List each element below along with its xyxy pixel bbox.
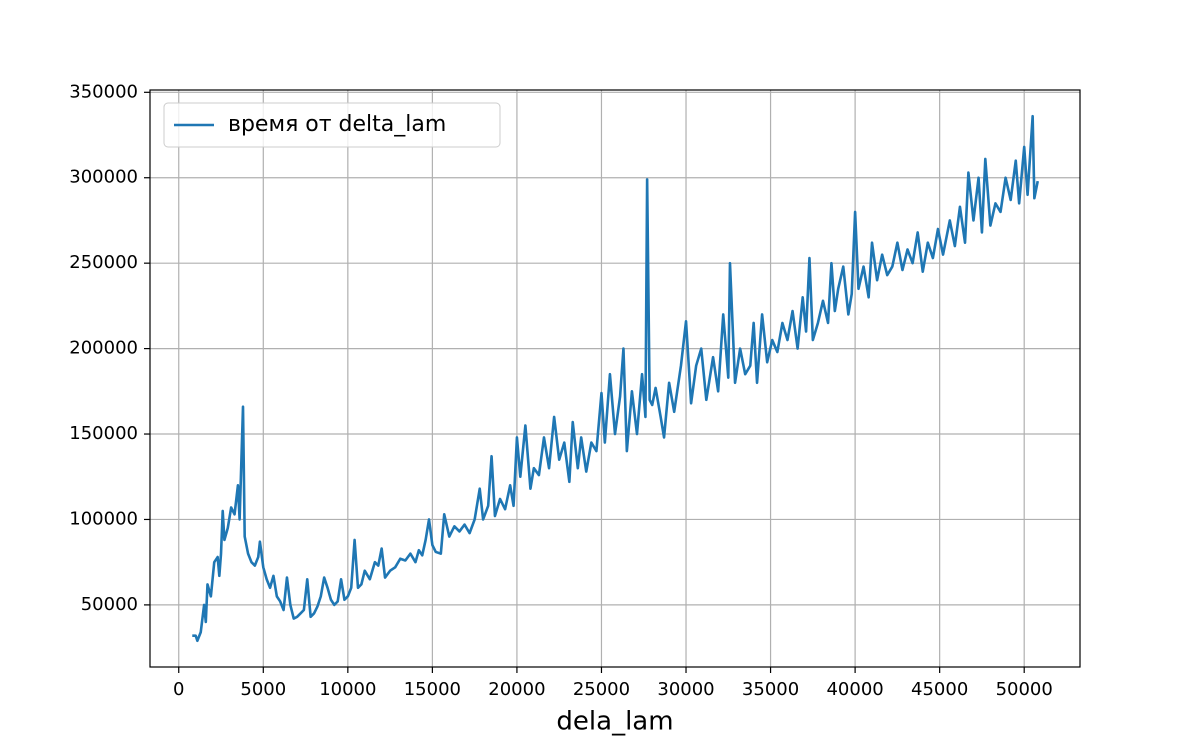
legend-label: время от delta_lam xyxy=(228,112,446,137)
y-tick-label: 100000 xyxy=(69,508,138,529)
x-tick-label: 35000 xyxy=(742,679,799,700)
legend-box xyxy=(163,102,501,148)
x-tick-label: 50000 xyxy=(996,679,1053,700)
data-line xyxy=(192,114,1040,643)
y-tick-label: 50000 xyxy=(81,594,138,615)
x-tick-label: 5000 xyxy=(240,679,286,700)
y-tick-label: 300000 xyxy=(69,167,138,188)
y-tick-label: 150000 xyxy=(69,423,138,444)
y-tick-label: 350000 xyxy=(69,81,138,102)
x-tick-label: 45000 xyxy=(911,679,968,700)
x-tick-label: 0 xyxy=(173,679,184,700)
legend: время от delta_lam xyxy=(163,102,501,148)
x-tick-label: 20000 xyxy=(488,679,545,700)
x-axis-label: dela_lam xyxy=(556,707,673,737)
y-tick-label: 250000 xyxy=(69,252,138,273)
y-tick-label: 200000 xyxy=(69,338,138,359)
x-tick-label: 15000 xyxy=(404,679,461,700)
x-tick-label: 25000 xyxy=(573,679,630,700)
x-tick-label: 40000 xyxy=(826,679,883,700)
plot-frame xyxy=(149,89,1081,668)
x-tick-label: 10000 xyxy=(319,679,376,700)
x-tick-label: 30000 xyxy=(657,679,714,700)
